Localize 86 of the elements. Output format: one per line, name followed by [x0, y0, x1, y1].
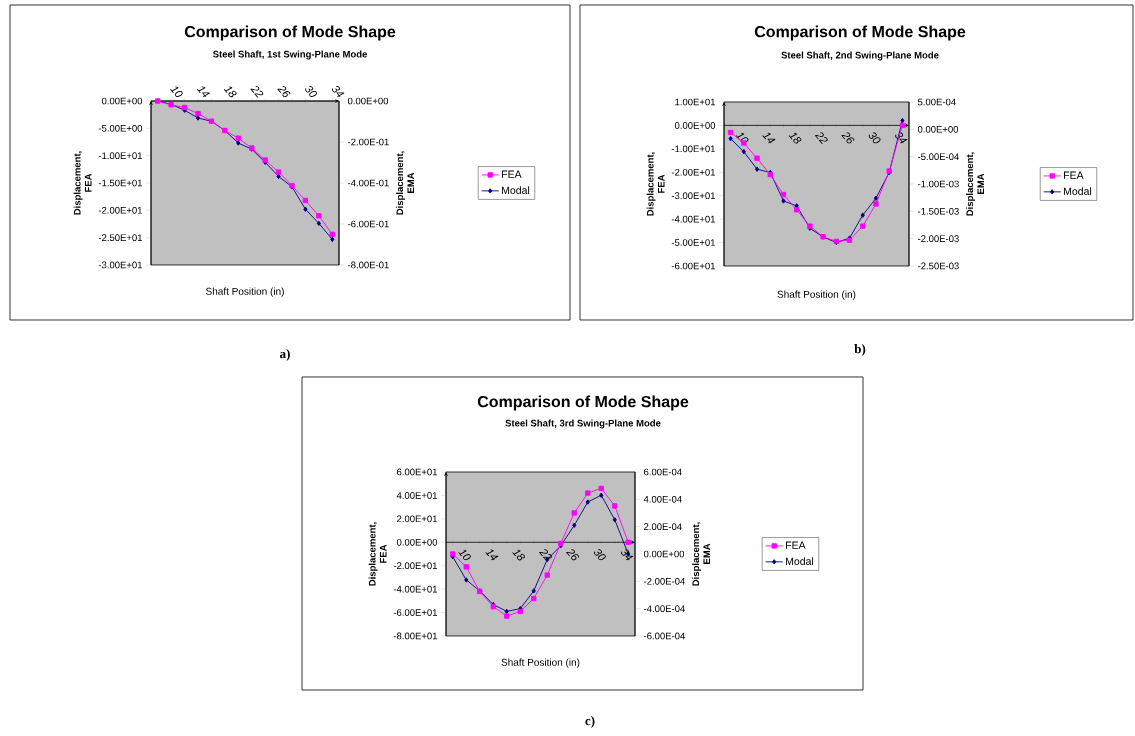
- x-tick-label: 10: [170, 86, 183, 97]
- legend-label: FEA: [1064, 171, 1084, 179]
- legend-label: FEA: [502, 170, 522, 178]
- y-tick-label: -5.00E+00: [98, 124, 143, 132]
- y-tick-label: -3.00E+01: [98, 261, 142, 269]
- x-tick-label: 30: [305, 86, 317, 97]
- chart-subtitle: Steel Shaft, 2nd Swing-Plane Mode: [781, 51, 939, 61]
- y2-tick-label: 0.00E+00: [347, 97, 389, 105]
- y2-tick-label: 5.00E-04: [917, 98, 956, 106]
- x-axis-title: Shaft Position (in): [777, 290, 856, 300]
- x-tick-label: 14: [196, 86, 211, 98]
- text: a): [280, 349, 290, 361]
- y-axis-title: Displacement, FEA: [368, 522, 387, 586]
- y-tick-label: -4.00E+01: [393, 585, 437, 593]
- text: b): [854, 344, 866, 356]
- y-tick-label: -2.00E+01: [393, 562, 437, 570]
- y2-tick-label: -1.50E-03: [917, 207, 959, 215]
- y-tick-label: -6.00E+01: [393, 609, 437, 616]
- y-tick-label: -1.00E+01: [98, 152, 142, 160]
- y-tick-label: 0.00E+00: [101, 97, 143, 105]
- y-tick-label: -3.00E+01: [671, 192, 715, 200]
- x-tick-label: 30: [594, 549, 606, 561]
- y2-tick-label: -6.00E-04: [643, 632, 685, 640]
- y2-tick-label: -1.00E-03: [917, 180, 959, 188]
- chart-title: Comparison of Mode Shape: [754, 25, 966, 41]
- legend-label: FEA: [786, 541, 806, 549]
- y-tick-label: -1.50E+01: [98, 179, 142, 187]
- y2-tick-label: 0.00E+00: [643, 550, 685, 558]
- x-tick-label: 34: [621, 549, 634, 561]
- y-tick-label: -5.00E+01: [671, 239, 715, 246]
- x-axis-title: Shaft Position (in): [206, 287, 284, 297]
- legend-label: Modal: [502, 186, 530, 195]
- x-tick-label: 10: [458, 549, 471, 561]
- y-tick-label: 2.00E+01: [397, 515, 437, 523]
- y-axis-title: Displacement, FEA: [646, 152, 665, 216]
- y-tick-label: -2.00E+01: [98, 206, 142, 214]
- y-axis-title: Displacement, FEA: [73, 151, 92, 215]
- y2-tick-label: -2.00E-04: [643, 577, 685, 585]
- y-tick-label: -4.00E+01: [671, 215, 715, 223]
- x-tick-label: 30: [868, 132, 881, 144]
- y-tick-label: -2.00E+01: [671, 168, 715, 176]
- y2-tick-label: -4.00E-04: [643, 605, 685, 613]
- x-tick-label: 34: [332, 86, 345, 98]
- y2-tick-label: 4.00E-04: [643, 495, 682, 503]
- y2-tick-label: -6.00E-01: [347, 220, 389, 228]
- legend-label: Modal: [786, 557, 814, 566]
- x-tick-label: 14: [762, 132, 776, 144]
- y2-axis-title: Displacement, EMA: [966, 152, 985, 216]
- x-tick-label: 18: [512, 549, 525, 561]
- chart-subtitle: Steel Shaft, 1st Swing-Plane Mode: [212, 50, 368, 60]
- y-tick-label: -8.00E+01: [393, 632, 437, 640]
- chart-title: Comparison of Mode Shape: [477, 395, 689, 411]
- y2-tick-label: -8.00E-01: [347, 261, 389, 269]
- legend-label: Modal: [1064, 187, 1092, 196]
- x-tick-label: 26: [565, 549, 580, 561]
- y2-tick-label: -4.00E-01: [347, 179, 389, 187]
- y2-tick-label: -5.00E-04: [917, 153, 959, 161]
- y-tick-label: -2.50E+01: [98, 234, 142, 242]
- x-axis-title: Shaft Position (in): [501, 658, 580, 668]
- y2-tick-label: -2.00E-01: [347, 138, 389, 146]
- y-tick-label: 0.00E+00: [674, 122, 716, 129]
- y2-axis-title: Displacement, EMA: [692, 522, 711, 586]
- text: c): [585, 716, 595, 728]
- y-tick-label: 0.00E+00: [396, 538, 438, 546]
- y-tick-label: -6.00E+01: [671, 262, 715, 270]
- x-tick-label: 18: [223, 86, 237, 98]
- x-tick-label: 14: [485, 549, 499, 561]
- chart-subtitle: Steel Shaft, 3rd Swing-Plane Mode: [505, 419, 661, 429]
- y2-axis-title: Displacement, EMA: [396, 151, 415, 215]
- y-tick-label: 4.00E+01: [396, 492, 437, 499]
- y-tick-label: 1.00E+01: [675, 98, 715, 106]
- x-tick-label: 18: [788, 132, 802, 144]
- chart-title: Comparison of Mode Shape: [184, 25, 396, 41]
- y2-tick-label: 2.00E-04: [644, 523, 682, 531]
- y2-tick-label: -2.50E-03: [917, 262, 959, 270]
- x-tick-label: 26: [841, 132, 855, 144]
- y-tick-label: 6.00E+01: [397, 468, 437, 476]
- y2-tick-label: 0.00E+00: [917, 125, 959, 133]
- x-tick-label: 22: [250, 86, 264, 98]
- x-tick-label: 26: [277, 86, 291, 98]
- x-tick-label: 22: [814, 132, 828, 144]
- x-tick-label: 22: [538, 549, 552, 561]
- y-tick-label: -1.00E+01: [671, 145, 715, 153]
- y2-tick-label: 6.00E-04: [644, 468, 682, 476]
- x-tick-label: 34: [895, 132, 908, 144]
- y2-tick-label: -2.00E-03: [917, 235, 959, 243]
